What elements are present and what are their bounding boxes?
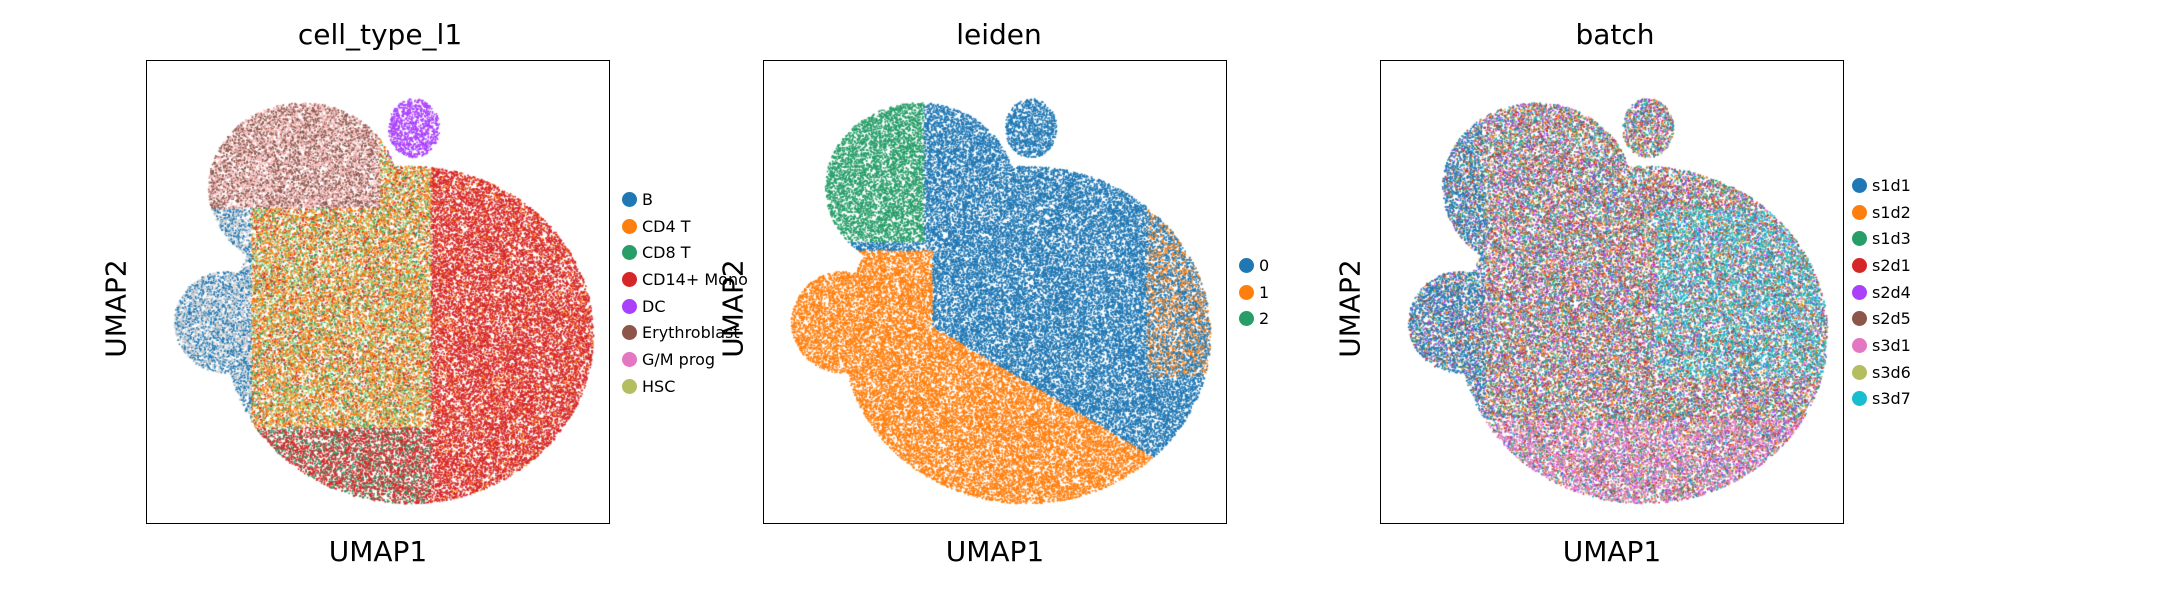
legend-marker bbox=[1852, 231, 1867, 247]
legend-marker bbox=[1852, 177, 1867, 193]
legend-marker bbox=[622, 325, 637, 341]
legend-entry: s3d6 bbox=[1852, 359, 1911, 386]
legend-entry: s3d7 bbox=[1852, 386, 1911, 413]
legend-entry: CD4 T bbox=[622, 213, 748, 240]
legend-entry: s1d3 bbox=[1852, 225, 1911, 252]
scatter-points bbox=[147, 61, 609, 523]
legend-label: s1d1 bbox=[1872, 175, 1911, 195]
legend-marker bbox=[1239, 257, 1254, 273]
legend-label: CD14+ Mono bbox=[642, 269, 748, 289]
plot-area bbox=[1380, 60, 1844, 524]
chart-title: cell_type_l1 bbox=[297, 18, 463, 51]
legend-entry: s3d1 bbox=[1852, 332, 1911, 359]
legend-label: CD8 T bbox=[642, 243, 691, 263]
chart-title: batch bbox=[1575, 18, 1655, 51]
legend-label: 0 bbox=[1259, 255, 1270, 275]
legend-label: Erythroblast bbox=[642, 323, 740, 343]
legend-marker bbox=[1239, 311, 1254, 327]
legend-marker bbox=[622, 378, 637, 394]
legend-marker bbox=[622, 245, 637, 261]
y-axis-label: UMAP2 bbox=[99, 259, 133, 358]
legend-label: s2d5 bbox=[1872, 309, 1911, 329]
legend-entry: G/M prog bbox=[622, 346, 748, 373]
legend-entry: 0 bbox=[1239, 252, 1269, 279]
legend-marker bbox=[1852, 284, 1867, 300]
legend-label: s3d6 bbox=[1872, 362, 1911, 382]
legend-entry: 2 bbox=[1239, 305, 1269, 332]
legend-label: s1d3 bbox=[1872, 229, 1911, 249]
panel-leiden: leiden UMAP1 UMAP2 0 1 2 bbox=[617, 0, 1270, 600]
legend-entry: B bbox=[622, 186, 748, 213]
scatter-points bbox=[1381, 61, 1843, 523]
legend-marker bbox=[1852, 337, 1867, 353]
legend: B CD4 T CD8 T CD14+ Mono DC Erythroblast G/M p… bbox=[622, 186, 748, 400]
legend-entry: 1 bbox=[1239, 279, 1269, 306]
legend-label: s3d1 bbox=[1872, 335, 1911, 355]
legend-label: s2d1 bbox=[1872, 255, 1911, 275]
legend: s1d1 s1d2 s1d3 s2d1 s2d4 s2d5 s3d1 s3d6 s3d7 bbox=[1852, 172, 1911, 412]
legend-marker bbox=[622, 271, 637, 287]
legend-label: 2 bbox=[1259, 309, 1270, 329]
legend-label: 1 bbox=[1259, 282, 1270, 302]
scatter-points bbox=[764, 61, 1226, 523]
legend-marker bbox=[622, 218, 637, 234]
legend-entry: CD14+ Mono bbox=[622, 266, 748, 293]
x-axis-label: UMAP1 bbox=[1562, 535, 1662, 568]
legend-label: HSC bbox=[642, 376, 676, 396]
legend-entry: s2d4 bbox=[1852, 279, 1911, 306]
legend-marker bbox=[622, 298, 637, 314]
legend-marker bbox=[1852, 364, 1867, 380]
x-axis-label: UMAP1 bbox=[945, 535, 1045, 568]
legend-marker bbox=[1239, 284, 1254, 300]
legend-entry: Erythroblast bbox=[622, 319, 748, 346]
plot-area bbox=[763, 60, 1227, 524]
legend-label: CD4 T bbox=[642, 216, 691, 236]
legend-marker bbox=[622, 351, 637, 367]
legend-entry: s1d1 bbox=[1852, 172, 1911, 199]
legend-entry: s1d2 bbox=[1852, 199, 1911, 226]
legend-entry: HSC bbox=[622, 373, 748, 400]
panel-batch: batch UMAP1 UMAP2 s1d1 s1d2 s1d3 s2d1 s2d4 s2… bbox=[1232, 0, 1911, 600]
panel-cell-type: cell_type_l1 UMAP1 UMAP2 B CD4 T CD8 T CD14… bbox=[0, 0, 748, 600]
legend-entry: DC bbox=[622, 293, 748, 320]
legend-marker bbox=[1852, 391, 1867, 407]
legend: 0 1 2 bbox=[1239, 252, 1269, 332]
legend-label: DC bbox=[642, 296, 666, 316]
legend-entry: CD8 T bbox=[622, 239, 748, 266]
legend-marker bbox=[1852, 311, 1867, 327]
plot-area bbox=[146, 60, 610, 524]
legend-label: G/M prog bbox=[642, 349, 716, 369]
legend-label: B bbox=[642, 189, 653, 209]
legend-label: s2d4 bbox=[1872, 282, 1911, 302]
legend-entry: s2d1 bbox=[1852, 252, 1911, 279]
y-axis-label: UMAP2 bbox=[1333, 259, 1367, 358]
x-axis-label: UMAP1 bbox=[328, 535, 428, 568]
legend-label: s1d2 bbox=[1872, 202, 1911, 222]
y-axis-label: UMAP2 bbox=[716, 259, 750, 358]
legend-label: s3d7 bbox=[1872, 389, 1911, 409]
legend-marker bbox=[1852, 257, 1867, 273]
legend-marker bbox=[622, 191, 637, 207]
legend-marker bbox=[1852, 204, 1867, 220]
legend-entry: s2d5 bbox=[1852, 305, 1911, 332]
chart-title: leiden bbox=[956, 18, 1042, 51]
